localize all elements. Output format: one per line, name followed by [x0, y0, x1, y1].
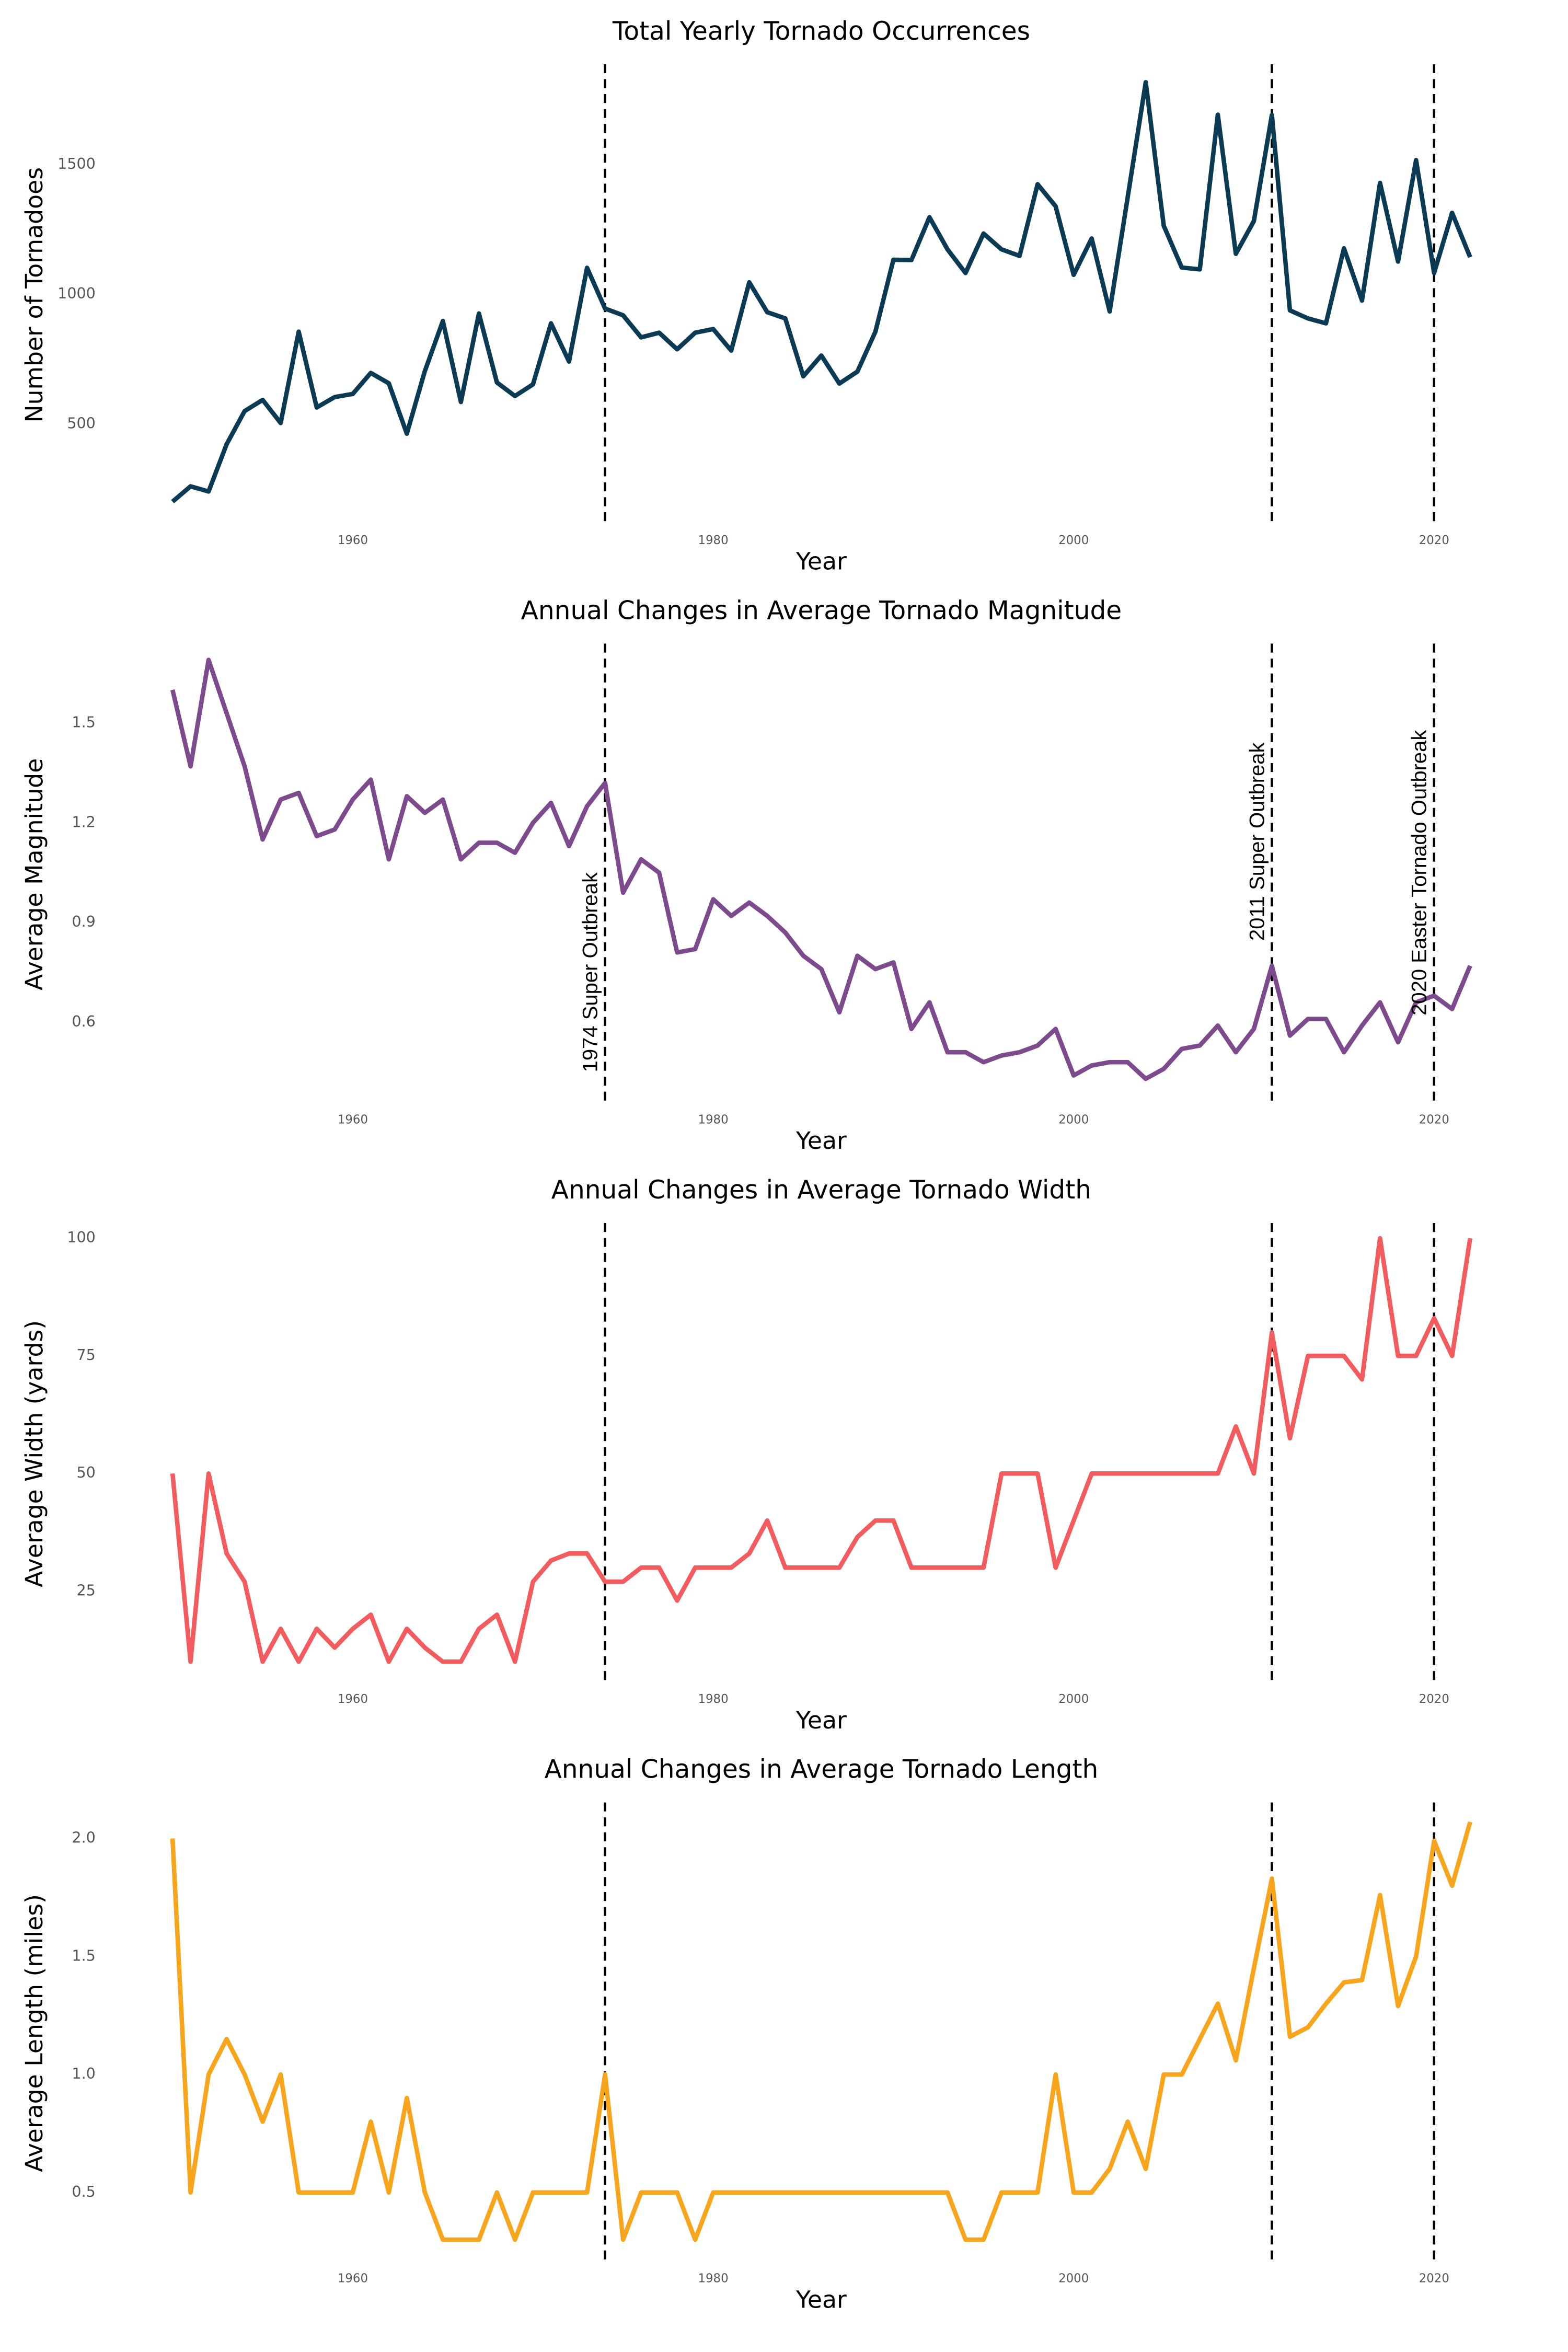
x-axis-label: Year — [795, 1127, 847, 1155]
chart-panel: Total Yearly Tornado Occurrences Year Numb… — [20, 17, 1472, 575]
x-tick-label: 1980 — [698, 2272, 728, 2286]
y-tick-label: 1500 — [57, 155, 96, 172]
x-tick-label: 2020 — [1419, 1113, 1449, 1126]
x-tick-label: 2020 — [1419, 1692, 1449, 1706]
x-tick-label: 2000 — [1058, 534, 1089, 547]
x-tick-label: 2020 — [1419, 534, 1449, 547]
x-tick-label: 2000 — [1058, 1113, 1089, 1126]
chart-title: Total Yearly Tornado Occurrences — [612, 17, 1030, 46]
x-tick-label: 1960 — [338, 1113, 368, 1126]
x-tick-label: 2000 — [1058, 2272, 1089, 2286]
y-tick-label: 0.6 — [72, 1012, 95, 1030]
y-tick-label: 100 — [67, 1228, 96, 1246]
y-tick-label: 25 — [76, 1581, 95, 1599]
y-tick-label: 1.2 — [72, 813, 95, 831]
y-axis-label: Number of Tornadoes — [20, 167, 48, 423]
y-axis-label: Average Length (miles) — [20, 1894, 48, 2172]
y-tick-label: 1.5 — [72, 713, 95, 731]
data-line — [171, 80, 1472, 504]
chart-panel: Annual Changes in Average Tornado Width Y… — [20, 1175, 1472, 1734]
annotation: 1974 Super Outbreak — [579, 872, 602, 1072]
chart-panel: Annual Changes in Average Tornado Length… — [20, 1755, 1472, 2313]
y-tick-label: 1000 — [57, 284, 96, 302]
y-tick-label: 0.9 — [72, 913, 95, 930]
chart-title: Annual Changes in Average Tornado Magnit… — [521, 596, 1122, 625]
y-tick-label: 500 — [67, 414, 96, 432]
x-tick-label: 2000 — [1058, 1692, 1089, 1706]
chart-title: Annual Changes in Average Tornado Width — [551, 1175, 1091, 1205]
x-tick-label: 1960 — [338, 1692, 368, 1706]
x-axis-label: Year — [795, 548, 847, 575]
x-tick-label: 1980 — [698, 1692, 728, 1706]
x-axis-label: Year — [795, 1707, 847, 1734]
y-tick-label: 0.5 — [72, 2183, 95, 2200]
data-line — [170, 1236, 1472, 1664]
x-tick-label: 1980 — [698, 1113, 728, 1126]
x-tick-label: 1960 — [338, 2272, 368, 2286]
y-tick-label: 2.0 — [72, 1828, 95, 1846]
y-tick-label: 75 — [76, 1346, 95, 1364]
y-tick-label: 1.0 — [72, 2065, 95, 2082]
y-tick-label: 50 — [76, 1463, 95, 1481]
annotation: 2020 Easter Tornado Outbreak — [1408, 730, 1431, 1016]
x-axis-label: Year — [795, 2286, 847, 2313]
annotation: 2011 Super Outbreak — [1246, 742, 1269, 941]
chart-title: Annual Changes in Average Tornado Length — [545, 1755, 1099, 1784]
x-tick-label: 1960 — [338, 534, 368, 547]
x-tick-label: 1980 — [698, 534, 728, 547]
y-axis-label: Average Magnitude — [20, 758, 48, 990]
y-axis-label: Average Width (yards) — [20, 1320, 48, 1587]
data-line — [170, 658, 1472, 1081]
chart-panel: Annual Changes in Average Tornado Magnit… — [20, 596, 1472, 1155]
data-line — [170, 1821, 1472, 2242]
x-tick-label: 2020 — [1419, 2272, 1449, 2286]
y-tick-label: 1.5 — [72, 1946, 95, 1964]
